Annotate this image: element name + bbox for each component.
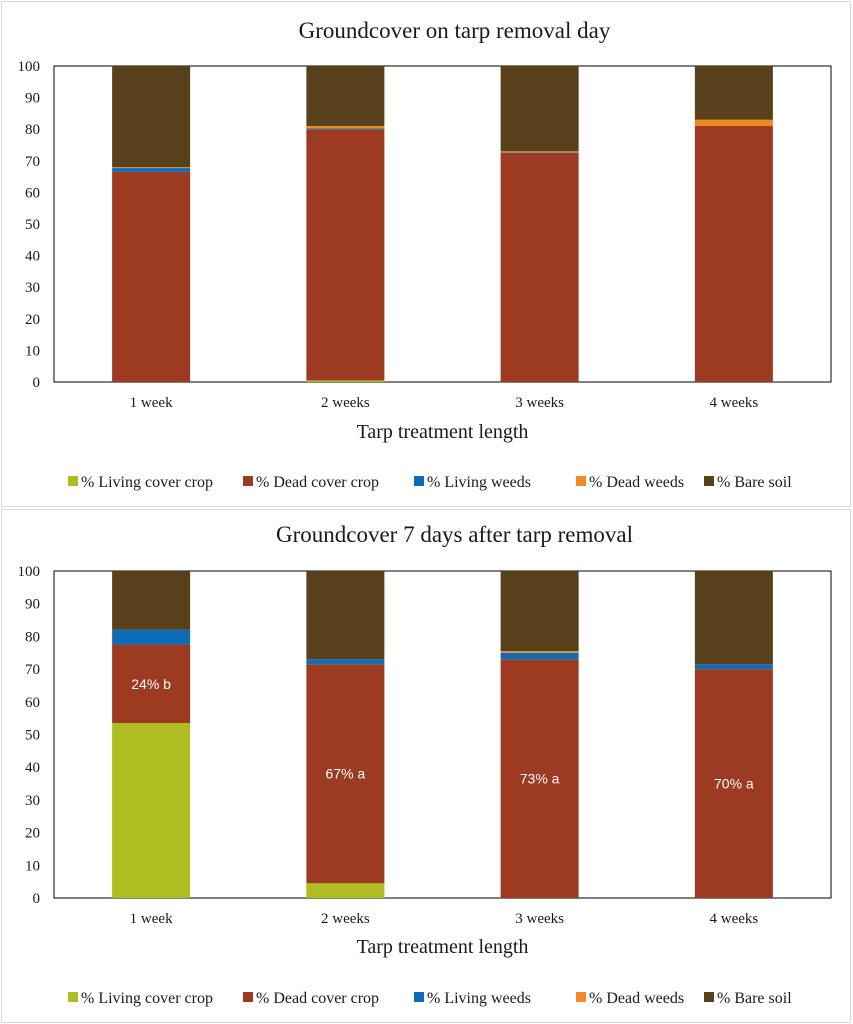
chart-title: Groundcover 7 days after tarp removal <box>276 522 633 547</box>
bar-segment-bare-soil <box>112 571 191 630</box>
bar-segment-living-weeds <box>306 659 385 665</box>
y-tick-label: 60 <box>25 185 40 201</box>
bar-segment-living-weeds <box>500 652 579 660</box>
bar-data-label: 73% a <box>520 771 560 787</box>
chart-title: Groundcover on tarp removal day <box>299 18 611 43</box>
chart-svg: Groundcover 7 days after tarp removal 0 10… <box>18 522 832 1007</box>
bar-segment-dead-weeds <box>306 126 385 129</box>
legend-label: % Dead weeds <box>589 990 684 1007</box>
y-tick-label: 100 <box>18 564 41 580</box>
bar-segment-bare-soil <box>694 571 773 665</box>
legend-swatch <box>576 476 586 486</box>
x-axis-label: Tarp treatment length <box>357 421 529 443</box>
legend-swatch <box>704 476 714 486</box>
legend-label: % Living cover crop <box>81 990 213 1007</box>
x-tick-label: 4 weeks <box>710 395 759 411</box>
chart-panel-7-days-after: Groundcover 7 days after tarp removal 0 10… <box>1 509 851 1023</box>
bar-segment-bare-soil <box>694 66 773 120</box>
bar-segment-dead-weeds <box>694 119 773 127</box>
bar-segment-dead-weeds <box>500 651 579 653</box>
bar-segment-dead-cover-crop <box>500 659 579 898</box>
bar-segment-dead-cover-crop <box>500 152 579 382</box>
legend-label: % Dead weeds <box>589 474 684 491</box>
legend-swatch <box>414 476 424 486</box>
bar-segment-bare-soil <box>306 571 385 660</box>
bar-segment-living-cover-crop <box>306 883 385 898</box>
bar-segment-bare-soil <box>112 66 191 168</box>
legend-label: % Living weeds <box>427 990 531 1007</box>
bar-data-label: 67% a <box>326 766 366 782</box>
bar-segment-dead-cover-crop <box>306 664 385 884</box>
x-tick-label: 1 week <box>130 395 173 411</box>
plot-area <box>53 65 832 383</box>
y-tick-label: 90 <box>25 91 40 107</box>
y-tick-label: 20 <box>25 312 40 328</box>
legend-label: % Living weeds <box>427 474 531 491</box>
bar-segment-bare-soil <box>500 571 579 652</box>
legend-swatch <box>414 992 424 1002</box>
bar-segment-dead-cover-crop <box>694 669 773 898</box>
y-tick-label: 40 <box>25 249 40 265</box>
legend-swatch <box>68 476 78 486</box>
x-tick-label: 3 weeks <box>515 395 564 411</box>
y-tick-label: 50 <box>25 217 40 233</box>
bar-data-label: 70% a <box>714 776 754 792</box>
y-tick-label: 0 <box>33 375 41 391</box>
y-tick-label: 100 <box>18 59 41 75</box>
chart-panel-tarp-removal-day: Groundcover on tarp removal day 0 10 20 30 40… <box>1 1 851 507</box>
y-tick-label: 50 <box>25 728 40 744</box>
legend-label: % Bare soil <box>717 990 792 1007</box>
bar-segment-living-weeds <box>694 664 773 670</box>
bar-segment-bare-soil <box>306 66 385 127</box>
x-tick-label: 4 weeks <box>710 911 759 927</box>
legend-swatch <box>243 476 253 486</box>
y-tick-label: 60 <box>25 695 40 711</box>
legend-label: % Living cover crop <box>81 474 213 491</box>
y-tick-label: 30 <box>25 793 40 809</box>
bar-segment-living-weeds <box>500 152 579 153</box>
y-tick-label: 20 <box>25 826 40 842</box>
x-axis-label: Tarp treatment length <box>357 936 529 958</box>
y-tick-label: 70 <box>25 662 40 678</box>
y-tick-label: 10 <box>25 858 40 874</box>
legend-label: % Bare soil <box>717 474 792 491</box>
x-tick-label: 2 weeks <box>321 395 370 411</box>
x-tick-label: 3 weeks <box>515 911 564 927</box>
y-tick-label: 80 <box>25 629 40 645</box>
bar-segment-dead-cover-crop <box>112 644 191 724</box>
plot-area <box>53 570 832 899</box>
bar-data-label: 24% b <box>131 676 171 692</box>
legend-swatch <box>704 992 714 1002</box>
bar-segment-bare-soil <box>500 66 579 152</box>
x-tick-label: 1 week <box>130 911 173 927</box>
bar-segment-dead-weeds <box>112 167 191 169</box>
legend-swatch <box>243 992 253 1002</box>
y-tick-label: 70 <box>25 154 40 170</box>
bar-segment-dead-weeds <box>500 151 579 153</box>
bar-segment-living-weeds <box>306 128 385 130</box>
bar-segment-dead-cover-crop <box>306 129 385 381</box>
x-tick-label: 2 weeks <box>321 911 370 927</box>
y-tick-label: 80 <box>25 122 40 138</box>
bar-segment-living-weeds <box>112 168 191 172</box>
bar-segment-living-cover-crop <box>306 380 385 382</box>
y-tick-label: 30 <box>25 280 40 296</box>
legend-swatch <box>576 992 586 1002</box>
bar-segment-living-weeds <box>112 629 191 645</box>
y-tick-label: 90 <box>25 597 40 613</box>
y-tick-label: 0 <box>33 891 41 907</box>
bar-segment-dead-cover-crop <box>694 126 773 382</box>
legend-label: % Dead cover crop <box>256 474 379 491</box>
bar-segment-dead-cover-crop <box>112 171 191 382</box>
y-tick-label: 40 <box>25 760 40 776</box>
y-tick-label: 10 <box>25 343 40 359</box>
legend-swatch <box>68 992 78 1002</box>
legend-label: % Dead cover crop <box>256 990 379 1007</box>
chart-svg: Groundcover on tarp removal day 0 10 20 30 40… <box>18 18 832 491</box>
bar-segment-living-cover-crop <box>112 723 191 898</box>
